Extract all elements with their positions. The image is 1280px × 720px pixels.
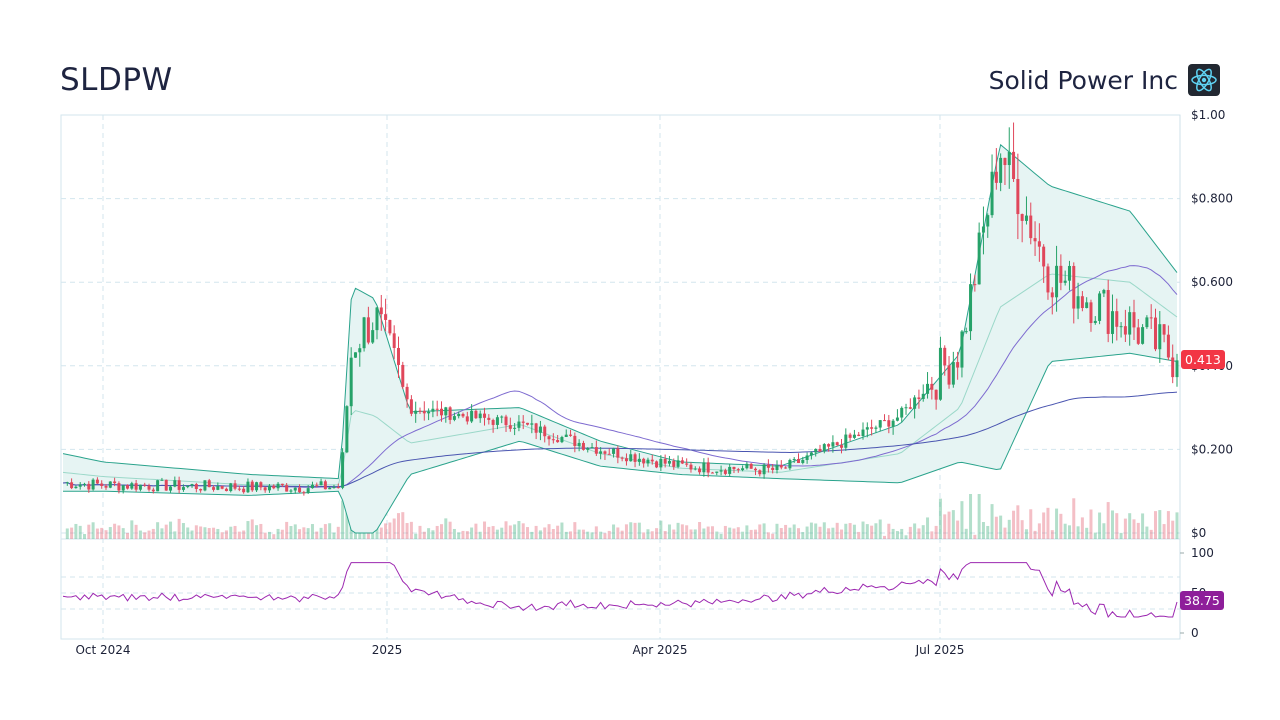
last-rsi-badge: 38.75 [1180, 591, 1224, 610]
svg-text:0: 0 [1191, 626, 1199, 640]
svg-text:$0: $0 [1191, 526, 1206, 540]
react-atom-icon [1188, 64, 1220, 96]
svg-text:$0.800: $0.800 [1191, 192, 1233, 206]
svg-text:Oct 2024: Oct 2024 [75, 643, 130, 657]
ticker-symbol: SLDPW [60, 62, 173, 98]
svg-text:100: 100 [1191, 546, 1214, 560]
bollinger-bands [62, 143, 1178, 534]
rsi-line [62, 562, 1178, 619]
svg-text:$0.200: $0.200 [1191, 442, 1233, 456]
svg-text:$0.600: $0.600 [1191, 275, 1233, 289]
candlesticks [65, 122, 1179, 496]
svg-text:Jul 2025: Jul 2025 [915, 643, 965, 657]
company-name: Solid Power Inc [988, 66, 1178, 95]
svg-text:2025: 2025 [372, 643, 403, 657]
svg-text:Apr 2025: Apr 2025 [632, 643, 687, 657]
volume-bars [65, 494, 1179, 539]
last-price-badge: 0.413 [1181, 350, 1225, 369]
svg-text:$1.00: $1.00 [1191, 108, 1225, 122]
